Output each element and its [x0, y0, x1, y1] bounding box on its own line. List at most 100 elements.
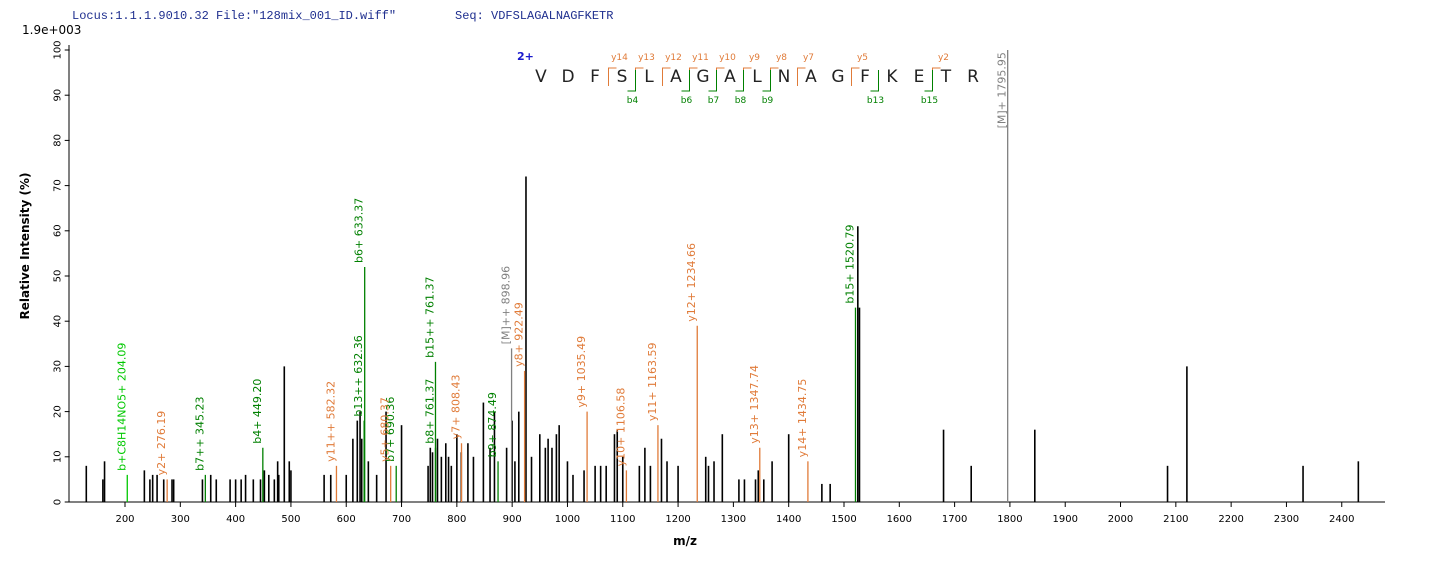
residue: R: [967, 67, 979, 87]
x-tick-label: 400: [226, 514, 245, 525]
residue: A: [805, 67, 817, 87]
y-tick-label: 10: [53, 450, 64, 463]
b-ion-label: b7: [708, 96, 719, 106]
x-tick-label: 2000: [1108, 514, 1133, 525]
residue: L: [644, 67, 654, 87]
peak-label: b6+ 633.37: [353, 198, 366, 263]
residue: G: [831, 67, 844, 87]
y-tick-label: 100: [53, 40, 64, 59]
residue: K: [886, 67, 898, 87]
y-tick-label: 80: [53, 134, 64, 147]
b-ion-bracket: [762, 70, 771, 92]
peak-label: y8+ 922.49: [513, 302, 526, 367]
y-tick-label: 40: [53, 315, 64, 328]
sequence-header: Seq: VDFSLAGALNAGFKETR: [455, 9, 613, 23]
b-ion-label: b8: [735, 96, 747, 106]
x-tick-label: 200: [115, 514, 134, 525]
residue: V: [535, 67, 547, 87]
b-ion-label: b13: [867, 96, 884, 106]
x-tick-label: 500: [281, 514, 300, 525]
residue: D: [561, 67, 574, 87]
peak-label: b15++ 761.37: [423, 276, 436, 357]
x-tick-label: 1100: [610, 514, 635, 525]
peak-label: y13+ 1347.74: [748, 365, 761, 444]
x-tick-label: 1400: [776, 514, 801, 525]
y-tick-label: 0: [53, 499, 64, 505]
b-ion-bracket: [681, 70, 690, 92]
x-tick-label: 700: [392, 514, 411, 525]
x-tick-label: 600: [337, 514, 356, 525]
peak-label: y10+ 1106.58: [614, 388, 627, 467]
residue: N: [778, 67, 791, 87]
y-ion-label: y14: [611, 53, 628, 63]
y-tick-label: 50: [53, 270, 64, 283]
y-tick-label: 60: [53, 224, 64, 237]
b-ion-label: b6: [681, 96, 693, 106]
peak-label: y9+ 1035.49: [575, 336, 588, 408]
x-tick-label: 900: [503, 514, 522, 525]
y-tick-label: 20: [53, 405, 64, 418]
y-tick-label: 70: [53, 179, 64, 192]
y-ion-bracket: [635, 67, 644, 86]
peak-label: y11++ 582.32: [324, 381, 337, 462]
residue: A: [724, 67, 736, 87]
peak-label: b13++ 632.36: [352, 335, 365, 416]
peak-label: b7+ 690.36: [384, 397, 397, 462]
y-tick-label: 30: [53, 360, 64, 373]
x-tick-label: 1000: [555, 514, 580, 525]
peak-label: y7+ 808.43: [450, 375, 463, 440]
b-ion-bracket: [870, 70, 879, 92]
locus: Locus:1.1.1.9010.32 File:"128mix_001_ID.…: [72, 9, 396, 23]
x-axis-title: m/z: [673, 534, 697, 548]
y-tick-label: 90: [53, 89, 64, 102]
x-tick-label: 1900: [1052, 514, 1077, 525]
residue: G: [696, 67, 709, 87]
residue: E: [914, 67, 925, 87]
b-ion-label: b15: [921, 96, 938, 106]
x-tick-label: 300: [171, 514, 190, 525]
b-ion-label: b4: [627, 96, 639, 106]
residue: F: [590, 67, 600, 87]
scale-label: 1.9e+003: [22, 23, 81, 37]
x-tick-label: 800: [447, 514, 466, 525]
y-ion-bracket: [743, 67, 752, 86]
y-ion-label: y7: [803, 53, 814, 63]
peak-label: [M]++ 898.96: [500, 266, 513, 345]
charge-label: 2+: [517, 50, 534, 63]
y-ion-label: y9: [749, 53, 760, 63]
peak-label: [M]+ 1795.95: [996, 52, 1009, 128]
residue: S: [617, 67, 628, 87]
b-ion-bracket: [735, 70, 744, 92]
peak-label: b9+ 874.49: [486, 392, 499, 457]
x-tick-label: 2400: [1329, 514, 1354, 525]
peak-label: b+C8H14NO5+ 204.09: [115, 343, 128, 471]
peak-label: b7++ 345.23: [193, 396, 206, 470]
b-ion-label: b9: [762, 96, 774, 106]
residue: T: [940, 67, 952, 87]
y-ion-bracket: [851, 67, 860, 86]
y-ion-label: y10: [719, 53, 736, 63]
x-tick-label: 2200: [1218, 514, 1243, 525]
y-ion-label: y12: [665, 53, 682, 63]
y-ion-bracket: [608, 67, 617, 86]
x-tick-label: 1200: [665, 514, 690, 525]
x-tick-label: 1800: [997, 514, 1022, 525]
y-ion-label: y5: [857, 53, 868, 63]
y-ion-label: y13: [638, 53, 655, 63]
peak-label: y12+ 1234.66: [685, 243, 698, 322]
y-ion-bracket: [797, 67, 806, 86]
x-tick-label: 1700: [942, 514, 967, 525]
x-tick-label: 1500: [831, 514, 856, 525]
y-axis-title: Relative Intensity (%): [18, 173, 32, 320]
peak-label: b4+ 449.20: [251, 379, 264, 444]
y-ion-label: y8: [776, 53, 787, 63]
y-ion-label: y11: [692, 53, 709, 63]
b-ion-bracket: [627, 70, 636, 92]
x-tick-label: 2300: [1274, 514, 1299, 525]
residue: L: [752, 67, 762, 87]
b-ion-bracket: [708, 70, 717, 92]
residue: A: [670, 67, 682, 87]
b-ion-bracket: [924, 70, 933, 92]
peak-label: b15+ 1520.79: [843, 224, 856, 303]
